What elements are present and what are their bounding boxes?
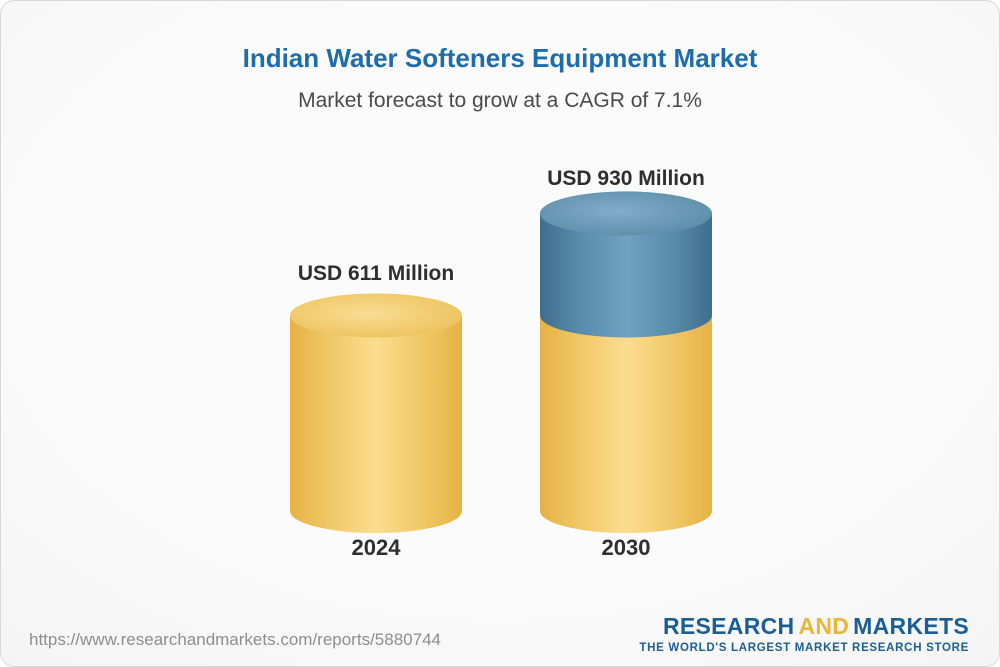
logo-word-research: RESEARCH <box>662 613 795 639</box>
logo-wordmark: RESEARCH AND MARKETS <box>639 613 969 640</box>
bar-2030-growth-segment <box>540 191 712 338</box>
bar-2024-cylinder <box>290 293 462 533</box>
logo-word-and: AND <box>798 613 850 639</box>
logo-tagline: THE WORLD'S LARGEST MARKET RESEARCH STOR… <box>639 642 969 654</box>
research-and-markets-logo: RESEARCH AND MARKETS THE WORLD'S LARGEST M… <box>639 613 969 654</box>
category-label-2024: 2024 <box>351 535 401 560</box>
value-label-2024: USD 611 Million <box>297 262 455 285</box>
report-url: https://www.researchandmarkets.com/repor… <box>29 630 441 649</box>
chart-canvas <box>290 191 712 533</box>
chart-title: Indian Water Softeners Equipment Market <box>242 43 758 73</box>
value-label-2030: USD 930 Million <box>547 167 705 190</box>
logo-word-markets: MARKETS <box>853 613 969 639</box>
bars-group <box>290 191 712 533</box>
category-label-2030: 2030 <box>601 535 651 560</box>
chart-subtitle: Market forecast to grow at a CAGR of 7.1… <box>298 89 702 112</box>
